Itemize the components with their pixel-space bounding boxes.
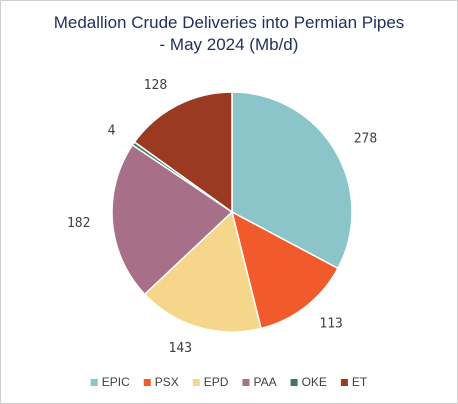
pie-slice: [111, 143, 234, 296]
data-label: 143: [169, 341, 192, 356]
legend-label: EPD: [204, 375, 229, 389]
legend-marker: [242, 379, 250, 386]
legend-marker: [290, 379, 298, 386]
pie-slice: [143, 210, 262, 333]
data-label: 278: [354, 131, 377, 146]
pie-slice: [231, 91, 353, 270]
legend-marker: [340, 379, 348, 386]
pie-slice: [133, 91, 233, 214]
legend-label: PSX: [155, 375, 179, 389]
legend-label: PAA: [253, 375, 276, 389]
legend-marker: [143, 379, 151, 386]
pie-slice: [230, 210, 339, 330]
data-label: 113: [319, 316, 342, 331]
legend-marker: [192, 379, 200, 386]
data-label: 182: [67, 216, 90, 231]
data-label: 4: [108, 123, 116, 138]
legend-marker: [90, 379, 98, 386]
chart-title: Medallion Crude Deliveries into Permian …: [53, 13, 405, 54]
legend-label: ET: [352, 375, 368, 389]
data-label: 128: [144, 78, 167, 93]
legend-label: EPIC: [102, 375, 130, 389]
legend-label: OKE: [302, 375, 327, 389]
